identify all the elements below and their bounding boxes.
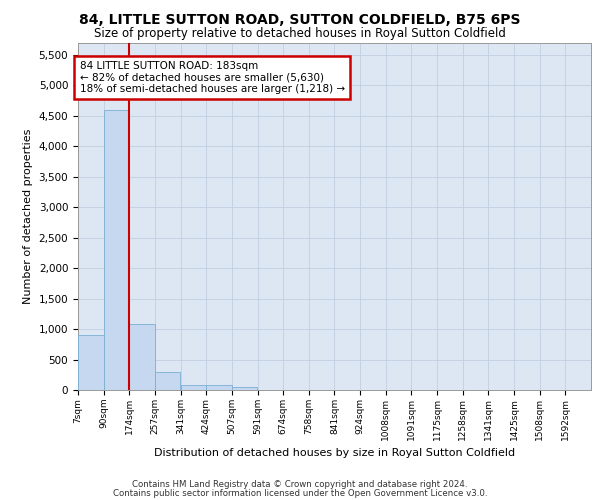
X-axis label: Distribution of detached houses by size in Royal Sutton Coldfield: Distribution of detached houses by size … xyxy=(154,448,515,458)
Y-axis label: Number of detached properties: Number of detached properties xyxy=(23,128,33,304)
Text: Size of property relative to detached houses in Royal Sutton Coldfield: Size of property relative to detached ho… xyxy=(94,28,506,40)
Text: Contains public sector information licensed under the Open Government Licence v3: Contains public sector information licen… xyxy=(113,488,487,498)
Text: Contains HM Land Registry data © Crown copyright and database right 2024.: Contains HM Land Registry data © Crown c… xyxy=(132,480,468,489)
Text: 84 LITTLE SUTTON ROAD: 183sqm
← 82% of detached houses are smaller (5,630)
18% o: 84 LITTLE SUTTON ROAD: 183sqm ← 82% of d… xyxy=(80,61,344,94)
Bar xyxy=(130,324,155,390)
Bar xyxy=(78,335,104,390)
Bar xyxy=(155,372,181,390)
Bar xyxy=(206,386,232,390)
Text: 84, LITTLE SUTTON ROAD, SUTTON COLDFIELD, B75 6PS: 84, LITTLE SUTTON ROAD, SUTTON COLDFIELD… xyxy=(79,12,521,26)
Bar xyxy=(232,387,257,390)
Bar xyxy=(181,384,206,390)
Bar xyxy=(104,110,129,390)
